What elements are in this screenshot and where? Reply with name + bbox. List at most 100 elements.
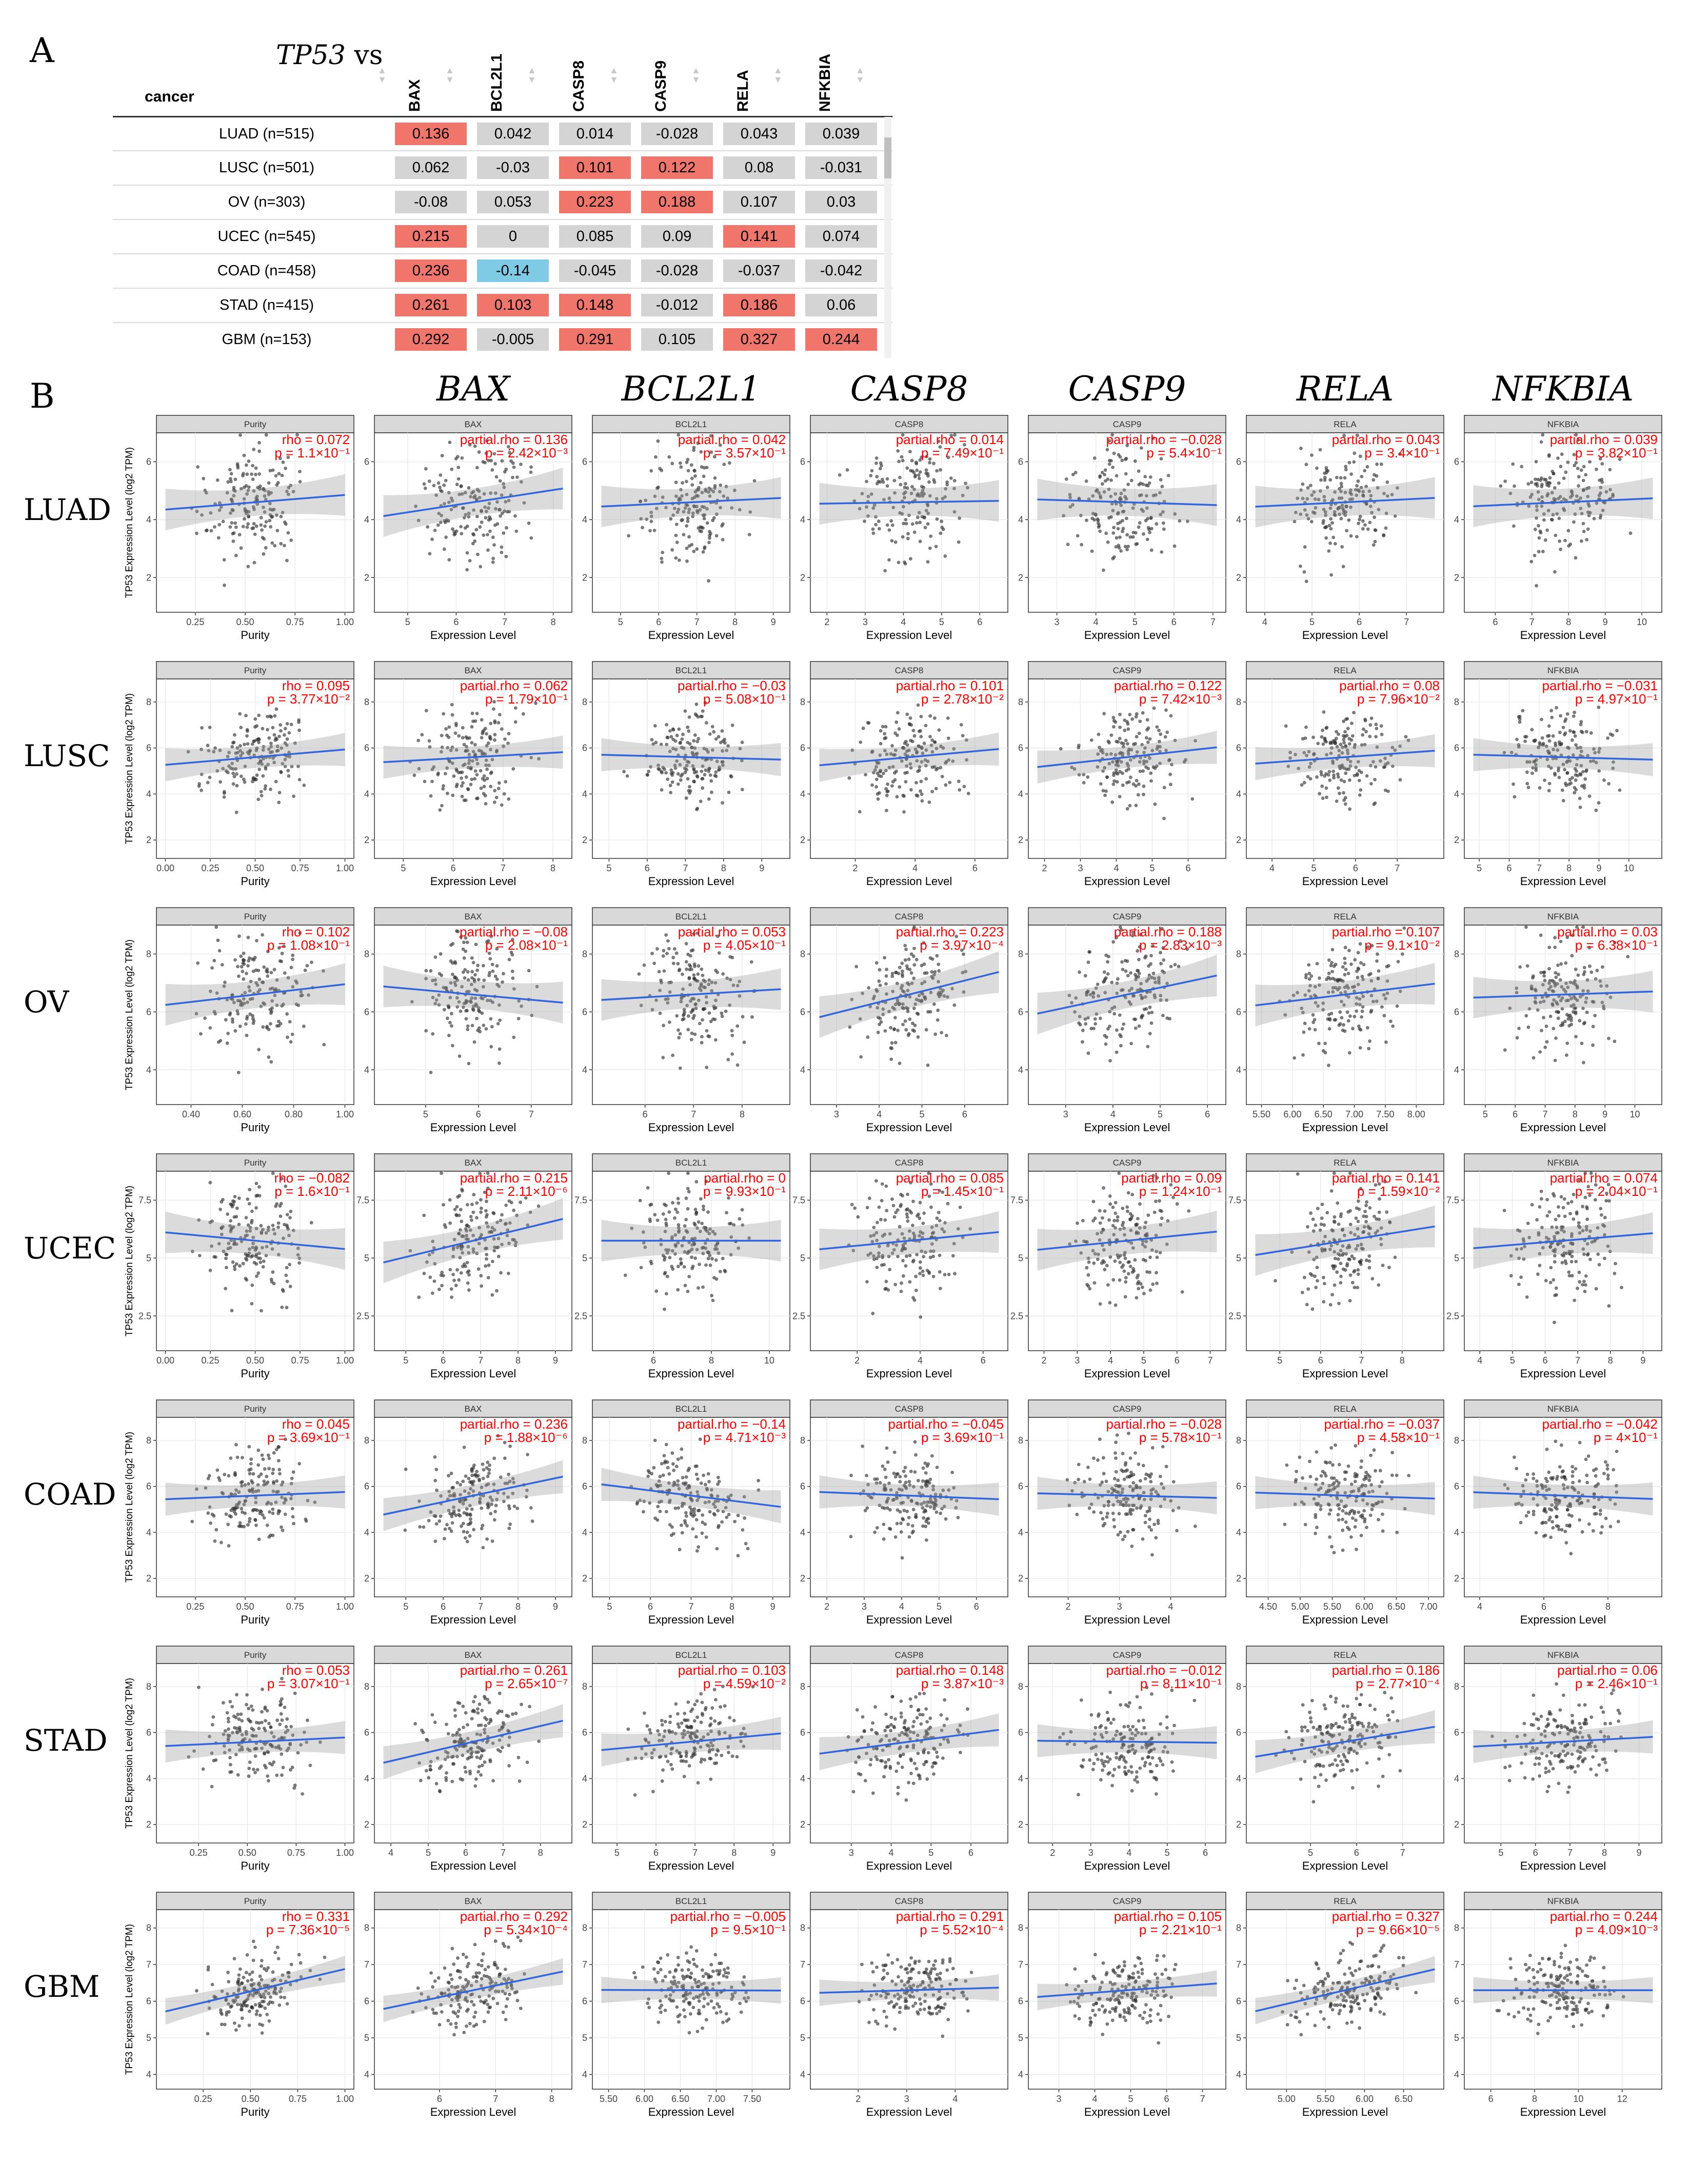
data-point [902, 810, 906, 814]
data-point [289, 538, 293, 542]
table-cell[interactable]: 0.223 [559, 191, 631, 213]
table-cell[interactable]: 0.292 [395, 328, 467, 351]
data-point [1119, 1044, 1123, 1048]
table-row[interactable]: UCEC (n=545) 0.215 0 0.085 0.09 0.141 0.074 [113, 219, 892, 254]
sort-icon[interactable]: ▲ ▼ [773, 65, 783, 85]
data-point [462, 516, 466, 519]
table-cell[interactable]: 0.136 [395, 123, 467, 145]
table-cell[interactable]: -0.03 [477, 156, 549, 179]
table-cell[interactable]: 0.053 [477, 191, 549, 213]
sort-icon[interactable]: ▲ ▼ [856, 65, 865, 85]
table-cell[interactable]: 0.103 [477, 294, 549, 316]
table-cell[interactable]: 0.09 [641, 225, 713, 248]
table-cell[interactable]: 0.122 [641, 156, 713, 179]
data-point [495, 977, 499, 981]
table-cell[interactable]: 0.08 [723, 156, 795, 179]
table-cell[interactable]: 0.244 [805, 328, 877, 351]
table-cell[interactable]: 0.085 [559, 225, 631, 248]
table-scrollbar[interactable] [884, 117, 891, 358]
table-cell[interactable]: 0.291 [559, 328, 631, 351]
data-point [434, 493, 438, 497]
data-point [1085, 518, 1088, 522]
data-point [473, 743, 477, 747]
table-cell[interactable]: 0.261 [395, 294, 467, 316]
sort-icon[interactable]: ▲ ▼ [445, 65, 454, 85]
table-cell[interactable]: 0.039 [805, 123, 877, 145]
data-point [485, 1253, 489, 1256]
table-cell[interactable]: 0.074 [805, 225, 877, 248]
data-point [677, 727, 681, 731]
gene-header-nfkbia[interactable]: NFKBIA [817, 53, 833, 112]
data-point [692, 973, 696, 977]
table-cell[interactable]: 0.141 [723, 225, 795, 248]
table-cell[interactable]: 0 [477, 225, 549, 248]
table-cell[interactable]: -0.012 [641, 294, 713, 316]
table-row[interactable]: LUAD (n=515) 0.136 0.042 0.014 -0.028 0.043 0.… [113, 116, 892, 151]
data-point [202, 476, 206, 480]
data-point [693, 1223, 697, 1227]
table-cell[interactable]: 0.105 [641, 328, 713, 351]
cancer-column-header[interactable]: cancer [145, 88, 194, 105]
column-title-rela: RELA [1296, 369, 1394, 409]
table-cell[interactable]: 0.236 [395, 259, 467, 282]
data-point [683, 506, 687, 510]
table-cell[interactable]: 0.014 [559, 123, 631, 145]
table-cell[interactable]: 0.148 [559, 294, 631, 316]
table-cell[interactable]: -0.028 [641, 123, 713, 145]
table-cell[interactable]: -0.042 [805, 259, 877, 282]
table-row[interactable]: OV (n=303) -0.08 0.053 0.223 0.188 0.107 0.03 [113, 185, 892, 219]
x-tick-label: 7 [502, 617, 507, 627]
table-cell[interactable]: -0.028 [641, 259, 713, 282]
data-point [930, 970, 934, 974]
table-cell[interactable]: 0.215 [395, 225, 467, 248]
gene-header-bax[interactable]: BAX [406, 79, 423, 112]
table-cell[interactable]: -0.08 [395, 191, 467, 213]
sort-icon[interactable]: ▲ ▼ [691, 65, 701, 85]
table-cell[interactable]: 0.188 [641, 191, 713, 213]
data-point [196, 465, 200, 469]
y-tick-label: 2.5 [356, 1311, 369, 1321]
table-cell[interactable]: 0.107 [723, 191, 795, 213]
table-row[interactable]: GBM (n=153) 0.292 -0.005 0.291 0.105 0.327 0.2… [113, 322, 892, 357]
sort-icon[interactable]: ▲ ▼ [609, 65, 619, 85]
table-cell[interactable]: 0.186 [723, 294, 795, 316]
x-tick-label: 5 [606, 863, 611, 873]
x-axis-title: Expression Level [866, 875, 952, 888]
table-scrollbar-thumb[interactable] [884, 137, 891, 178]
table-row[interactable]: COAD (n=458) 0.236 -0.14 -0.045 -0.028 -0.037… [113, 253, 892, 288]
gene-header-casp8[interactable]: CASP8 [570, 60, 587, 112]
table-cell[interactable]: -0.005 [477, 328, 549, 351]
gene-header-bcl2l1[interactable]: BCL2L1 [488, 53, 505, 112]
data-point [700, 491, 704, 494]
y-tick-label: 2 [1236, 835, 1241, 845]
sort-icon[interactable]: ▲ ▼ [527, 65, 536, 85]
table-cell[interactable]: 0.06 [805, 294, 877, 316]
table-cell[interactable]: 0.03 [805, 191, 877, 213]
data-point [1343, 973, 1347, 977]
data-point [689, 463, 693, 467]
table-cell[interactable]: 0.101 [559, 156, 631, 179]
table-cell[interactable]: -0.045 [559, 259, 631, 282]
data-point [1349, 962, 1353, 966]
sort-icon[interactable]: ▲ ▼ [377, 65, 387, 85]
gene-header-casp9[interactable]: CASP9 [652, 60, 669, 112]
data-point [1309, 519, 1314, 524]
data-point [1145, 718, 1149, 722]
table-cell[interactable]: 0.042 [477, 123, 549, 145]
table-cell[interactable]: 0.043 [723, 123, 795, 145]
gene-header-rela[interactable]: RELA [734, 70, 751, 112]
table-cell[interactable]: 0.062 [395, 156, 467, 179]
table-row[interactable]: STAD (n=415) 0.261 0.103 0.148 -0.012 0.186 0.… [113, 288, 892, 323]
table-cell[interactable]: 0.327 [723, 328, 795, 351]
data-point [880, 1199, 884, 1203]
table-cell[interactable]: -0.14 [477, 259, 549, 282]
data-point [302, 784, 306, 787]
table-row[interactable]: LUSC (n=501) 0.062 -0.03 0.101 0.122 0.08 -0.0… [113, 150, 892, 185]
x-tick-label: 4 [912, 863, 918, 873]
table-cell[interactable]: -0.037 [723, 259, 795, 282]
table-cell[interactable]: -0.031 [805, 156, 877, 179]
data-point [1107, 439, 1111, 443]
y-tick-label: 8 [1454, 697, 1459, 707]
data-point [450, 1024, 453, 1028]
data-point [692, 549, 696, 553]
